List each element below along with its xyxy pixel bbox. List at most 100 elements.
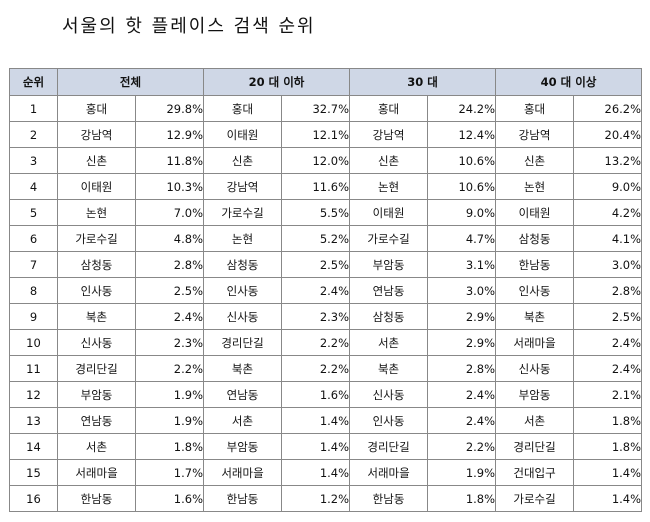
percent-cell: 11.8% [134, 147, 205, 174]
percent-cell: 9.0% [573, 173, 643, 200]
place-cell: 부암동 [57, 381, 136, 408]
percent-cell: 1.4% [281, 459, 351, 486]
percent-cell: 1.9% [134, 407, 205, 434]
place-cell: 논현 [57, 199, 136, 226]
percent-cell: 1.8% [573, 433, 643, 460]
place-cell: 신사동 [57, 329, 136, 356]
place-cell: 강남역 [57, 121, 136, 148]
percent-cell: 2.8% [427, 355, 497, 382]
place-cell: 부암동 [495, 381, 575, 408]
percent-cell: 3.1% [427, 251, 497, 278]
percent-cell: 12.1% [281, 121, 351, 148]
rank-cell: 2 [9, 121, 58, 148]
percent-cell: 12.4% [427, 121, 497, 148]
rank-cell: 1 [9, 95, 58, 122]
percent-cell: 2.8% [573, 277, 643, 304]
place-cell: 경리단길 [349, 433, 429, 460]
percent-cell: 11.6% [281, 173, 351, 200]
rank-cell: 12 [9, 381, 58, 408]
place-cell: 연남동 [349, 277, 429, 304]
rank-cell: 7 [9, 251, 58, 278]
place-cell: 부암동 [203, 433, 283, 460]
percent-cell: 4.2% [573, 199, 643, 226]
rank-cell: 13 [9, 407, 58, 434]
percent-cell: 2.4% [281, 277, 351, 304]
place-cell: 경리단길 [203, 329, 283, 356]
place-cell: 북촌 [495, 303, 575, 330]
place-cell: 북촌 [57, 303, 136, 330]
ranking-table: 순위 전체 20 대 이하 30 대 40 대 이상 1 홍대 29.8% 홍대 32.… [9, 68, 643, 512]
table-row: 4 이태원 10.3% 강남역 11.6% 논현 10.6% 논현 9.0% [9, 173, 643, 200]
place-cell: 이태원 [203, 121, 283, 148]
percent-cell: 4.7% [427, 225, 497, 252]
percent-cell: 2.5% [573, 303, 643, 330]
table-row: 2 강남역 12.9% 이태원 12.1% 강남역 12.4% 강남역 20.4% [9, 121, 643, 148]
place-cell: 신촌 [349, 147, 429, 174]
percent-cell: 1.2% [281, 485, 351, 512]
place-cell: 신촌 [57, 147, 136, 174]
percent-cell: 12.0% [281, 147, 351, 174]
place-cell: 홍대 [57, 95, 136, 122]
place-cell: 삼청동 [57, 251, 136, 278]
place-cell: 한남동 [349, 485, 429, 512]
place-cell: 홍대 [203, 95, 283, 122]
percent-cell: 1.9% [427, 459, 497, 486]
place-cell: 홍대 [349, 95, 429, 122]
place-cell: 강남역 [203, 173, 283, 200]
percent-cell: 2.9% [427, 329, 497, 356]
place-cell: 신사동 [203, 303, 283, 330]
place-cell: 삼청동 [203, 251, 283, 278]
percent-cell: 2.5% [281, 251, 351, 278]
header-group-40s: 40 대 이상 [495, 68, 643, 96]
place-cell: 서촌 [349, 329, 429, 356]
percent-cell: 1.6% [134, 485, 205, 512]
place-cell: 가로수길 [57, 225, 136, 252]
percent-cell: 10.6% [427, 147, 497, 174]
place-cell: 북촌 [203, 355, 283, 382]
place-cell: 연남동 [203, 381, 283, 408]
rank-cell: 4 [9, 173, 58, 200]
place-cell: 부암동 [349, 251, 429, 278]
percent-cell: 32.7% [281, 95, 351, 122]
percent-cell: 3.0% [573, 251, 643, 278]
rank-cell: 5 [9, 199, 58, 226]
place-cell: 이태원 [495, 199, 575, 226]
percent-cell: 4.8% [134, 225, 205, 252]
table-row: 8 인사동 2.5% 인사동 2.4% 연남동 3.0% 인사동 2.8% [9, 277, 643, 304]
percent-cell: 5.5% [281, 199, 351, 226]
percent-cell: 9.0% [427, 199, 497, 226]
place-cell: 인사동 [349, 407, 429, 434]
rank-cell: 6 [9, 225, 58, 252]
place-cell: 강남역 [349, 121, 429, 148]
place-cell: 서래마을 [349, 459, 429, 486]
place-cell: 서촌 [57, 433, 136, 460]
header-group-20s: 20 대 이하 [203, 68, 351, 96]
percent-cell: 2.4% [573, 355, 643, 382]
place-cell: 북촌 [349, 355, 429, 382]
percent-cell: 1.8% [134, 433, 205, 460]
place-cell: 신촌 [203, 147, 283, 174]
percent-cell: 24.2% [427, 95, 497, 122]
header-row: 순위 전체 20 대 이하 30 대 40 대 이상 [9, 68, 643, 96]
percent-cell: 1.9% [134, 381, 205, 408]
place-cell: 경리단길 [495, 433, 575, 460]
place-cell: 논현 [203, 225, 283, 252]
place-cell: 가로수길 [349, 225, 429, 252]
percent-cell: 2.4% [427, 381, 497, 408]
percent-cell: 2.1% [573, 381, 643, 408]
percent-cell: 2.2% [281, 329, 351, 356]
percent-cell: 7.0% [134, 199, 205, 226]
table-row: 14 서촌 1.8% 부암동 1.4% 경리단길 2.2% 경리단길 1.8% [9, 433, 643, 460]
place-cell: 건대입구 [495, 459, 575, 486]
percent-cell: 2.9% [427, 303, 497, 330]
place-cell: 서촌 [495, 407, 575, 434]
percent-cell: 1.4% [281, 407, 351, 434]
rank-cell: 8 [9, 277, 58, 304]
percent-cell: 29.8% [134, 95, 205, 122]
percent-cell: 4.1% [573, 225, 643, 252]
rank-cell: 15 [9, 459, 58, 486]
percent-cell: 2.4% [134, 303, 205, 330]
percent-cell: 10.6% [427, 173, 497, 200]
place-cell: 이태원 [349, 199, 429, 226]
table-row: 16 한남동 1.6% 한남동 1.2% 한남동 1.8% 가로수길 1.4% [9, 485, 643, 512]
